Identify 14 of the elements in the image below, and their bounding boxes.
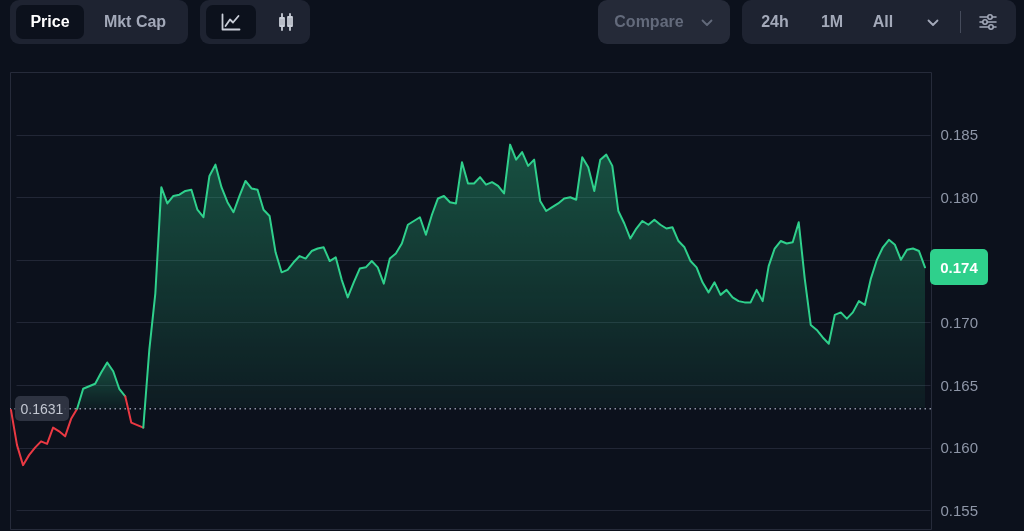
y-tick-label: 0.165 <box>940 376 979 394</box>
y-tick-label: 0.170 <box>940 313 979 331</box>
text: Price <box>30 12 70 32</box>
y-tick-label: 0.185 <box>940 126 979 144</box>
y-tick-label: 0.155 <box>940 501 979 519</box>
y-tick-label: 0.180 <box>940 188 979 206</box>
text: All <box>872 12 894 32</box>
y-tick-label: 0.160 <box>940 439 979 457</box>
text: 0.174 <box>930 249 988 286</box>
text: 1M <box>820 12 844 32</box>
ref-line-label: 0.1631 <box>15 396 69 422</box>
text: Compare <box>614 12 684 32</box>
text: 24h <box>761 12 789 32</box>
text: Mkt Cap <box>103 12 167 32</box>
